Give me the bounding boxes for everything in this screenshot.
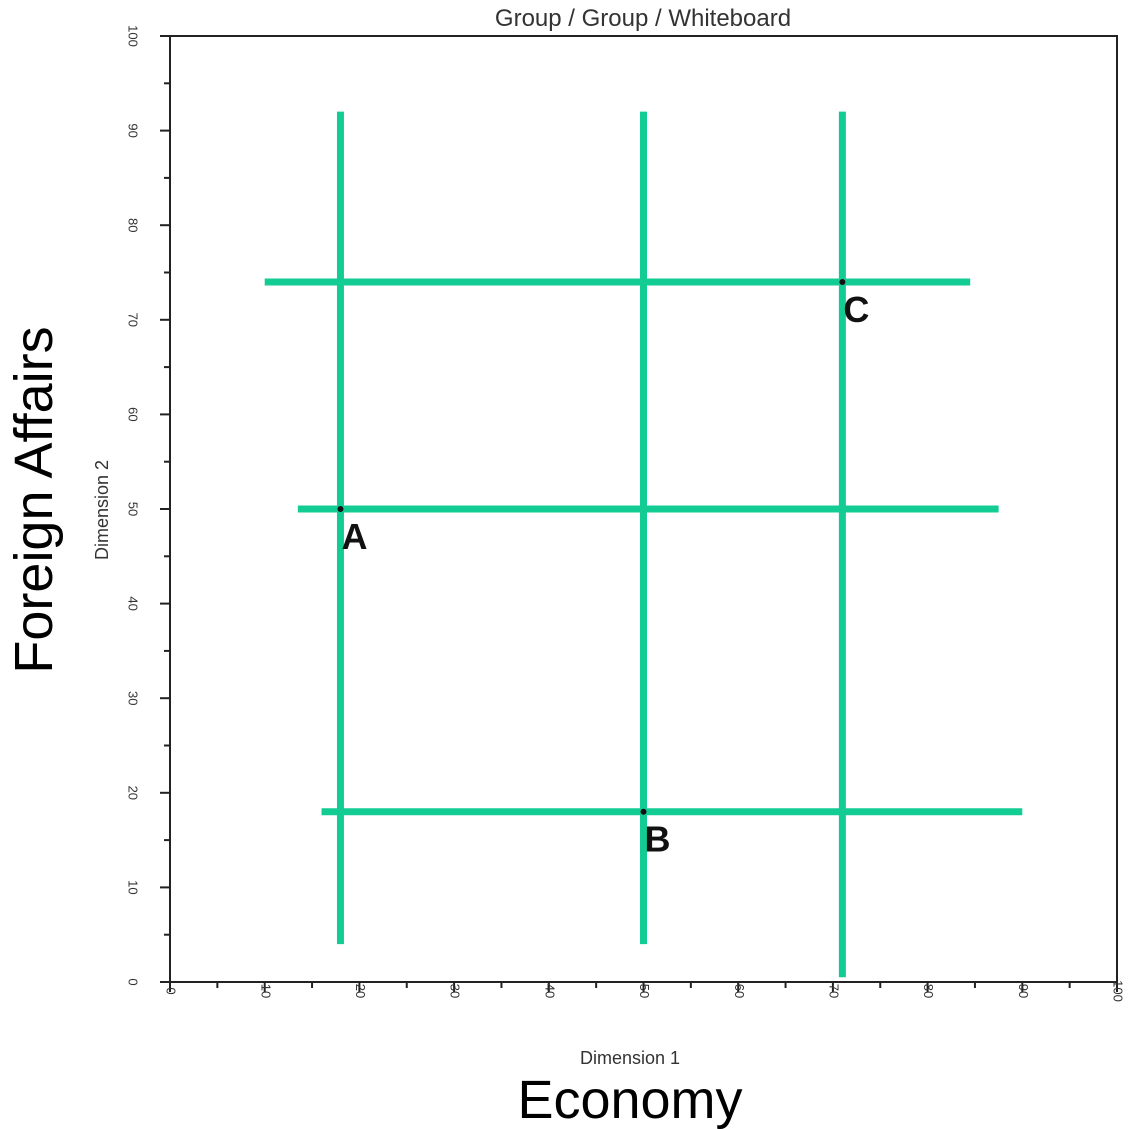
data-point-marker <box>337 506 344 512</box>
x-axis-label: Dimension 1 <box>580 1048 680 1068</box>
data-point-label: B <box>645 819 671 860</box>
x-tick-label: 90 <box>1016 984 1031 998</box>
chart-title: Group / Group / Whiteboard <box>495 5 791 32</box>
whiteboard-overlay-lines <box>264 111 1023 978</box>
y-tick-label: 90 <box>126 123 141 137</box>
x-tick-label: 40 <box>542 984 557 998</box>
x-tick-label: 30 <box>448 984 463 998</box>
x-tick-label: 60 <box>732 984 747 998</box>
y-tick-label: 30 <box>126 691 141 705</box>
x-tick-label: 0 <box>164 987 179 994</box>
economy-label: Economy <box>517 1070 742 1129</box>
y-tick-label: 20 <box>126 786 141 800</box>
x-tick-label: 50 <box>637 984 652 998</box>
x-tick-label: 10 <box>258 984 273 998</box>
y-tick-label: 60 <box>126 407 141 421</box>
axis-ticks: 0 10 20 30 40 50 60 70 80 90 100 0 10 20 30 40 50 60 70 80 9… <box>126 25 1126 1002</box>
y-tick-label: 80 <box>126 218 141 232</box>
y-tick-label: 0 <box>126 978 141 985</box>
data-points: A B C <box>337 278 869 860</box>
x-tick-label: 70 <box>826 984 841 998</box>
y-tick-label: 40 <box>126 596 141 610</box>
y-tick-label: 100 <box>126 25 141 47</box>
data-point-marker <box>640 808 647 815</box>
x-tick-label: 100 <box>1111 980 1126 1002</box>
data-point-label: C <box>843 289 869 330</box>
x-tick-label: 80 <box>921 984 936 998</box>
y-tick-label: 70 <box>126 313 141 327</box>
x-tick-label: 20 <box>353 984 368 998</box>
data-point-label: A <box>341 516 367 557</box>
y-axis-label: Dimension 2 <box>92 460 112 560</box>
data-point-marker <box>839 278 846 285</box>
y-tick-label: 10 <box>126 880 141 894</box>
y-tick-label: 50 <box>126 502 141 516</box>
foreign-affairs-label: Foreign Affairs <box>4 326 64 673</box>
